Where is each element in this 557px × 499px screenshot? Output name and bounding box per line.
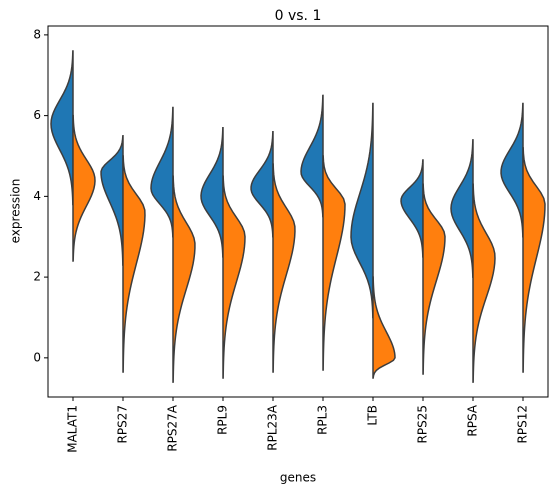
x-tick-label: RPS27 — [116, 405, 130, 443]
y-tick-label: 8 — [33, 27, 41, 41]
y-tick-label: 2 — [33, 270, 41, 284]
x-tick-label: MALAT1 — [66, 405, 80, 453]
violin-half — [400, 159, 424, 258]
violin-half — [472, 183, 496, 383]
violin-half — [250, 131, 274, 238]
y-tick-label: 4 — [33, 189, 41, 203]
violin-half — [200, 126, 224, 258]
violin-half — [172, 175, 196, 383]
violin-half — [450, 139, 474, 278]
x-tick-label: RPL3 — [316, 405, 330, 435]
x-tick-label: RPS27A — [166, 404, 180, 451]
x-tick-label: RPL9 — [216, 405, 230, 435]
x-tick-label: RPS25 — [416, 405, 430, 443]
violin-half — [372, 276, 396, 379]
x-axis-label: genes — [280, 471, 316, 485]
violin-half — [122, 155, 146, 373]
x-tick-label: RPS12 — [516, 405, 530, 443]
y-tick-label: 6 — [33, 108, 41, 122]
violin-half — [350, 102, 374, 319]
x-tick-label: RPL23A — [266, 404, 280, 451]
violin-half — [422, 183, 446, 375]
violin-half — [222, 175, 246, 379]
violin-half — [150, 106, 174, 238]
violin-half — [300, 94, 324, 218]
violin-half — [272, 163, 296, 373]
x-tick-label: LTB — [366, 405, 380, 426]
chart-title: 0 vs. 1 — [275, 8, 322, 24]
x-tick-label: RPSA — [466, 404, 480, 436]
violin-half — [72, 114, 96, 262]
plot-frame — [47, 25, 549, 398]
y-tick-label: 0 — [33, 350, 41, 364]
violin-half — [50, 50, 74, 206]
violin-half — [322, 155, 346, 371]
violin-half — [522, 147, 546, 373]
violin-half — [500, 102, 524, 238]
violin-half — [100, 135, 124, 266]
y-axis-label: expression — [9, 179, 23, 244]
